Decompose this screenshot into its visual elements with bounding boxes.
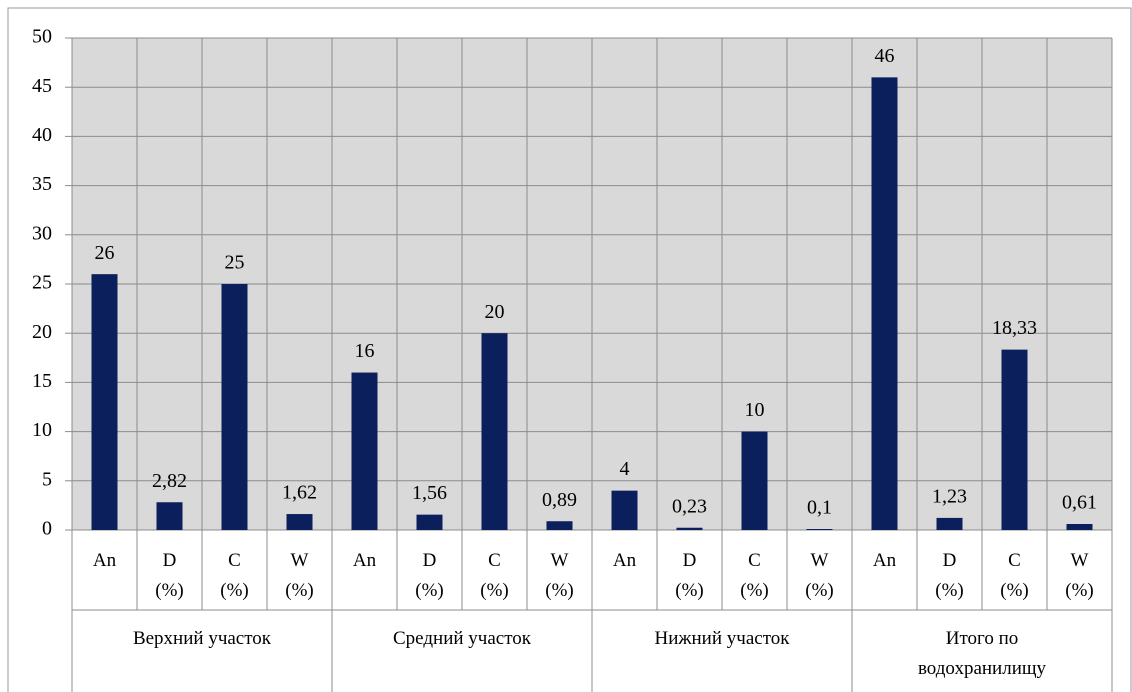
x-tick-label: An	[612, 550, 637, 571]
value-label: 26	[95, 242, 115, 264]
bar	[286, 514, 313, 530]
group-label: Итого по водохранилищу	[917, 628, 1047, 679]
frame	[7, 7, 1132, 692]
bar	[416, 514, 443, 530]
x-tick-label: D (%)	[415, 550, 444, 601]
x-tick-label: C (%)	[1000, 550, 1029, 601]
bar	[741, 431, 768, 530]
y-tick-label: 15	[32, 370, 52, 392]
y-tick-label: 40	[32, 124, 52, 146]
value-label: 20	[485, 301, 505, 323]
value-label: 2,82	[152, 470, 187, 492]
bar	[351, 372, 378, 530]
value-label: 1,62	[282, 482, 317, 504]
bar	[611, 490, 638, 530]
x-tick-label: An	[92, 550, 117, 571]
group-label: Нижний участок	[654, 628, 790, 649]
y-tick-label: 0	[42, 518, 52, 540]
x-tick-label: An	[352, 550, 377, 571]
x-tick-label: W (%)	[1065, 550, 1094, 601]
bar	[676, 527, 703, 530]
value-label: 1,23	[932, 485, 967, 507]
x-tick-label: D (%)	[935, 550, 964, 601]
bar	[871, 77, 898, 531]
y-tick-label: 50	[32, 26, 52, 48]
value-label: 0,61	[1062, 492, 1097, 514]
bar	[156, 502, 183, 530]
value-label: 0,23	[672, 495, 707, 517]
x-tick-label: W (%)	[545, 550, 574, 601]
value-label: 10	[745, 399, 765, 421]
y-tick-label: 10	[32, 419, 52, 441]
bar	[481, 333, 508, 530]
bar	[936, 517, 963, 530]
y-tick-label: 20	[32, 321, 52, 343]
bar	[91, 274, 118, 530]
y-tick-label: 25	[32, 272, 52, 294]
value-label: 0,89	[542, 489, 577, 511]
value-label: 18,33	[992, 317, 1037, 339]
x-tick-label: C (%)	[480, 550, 509, 601]
x-tick-label: D (%)	[155, 550, 184, 601]
x-tick-label: D (%)	[675, 550, 704, 601]
bar	[1001, 349, 1028, 530]
y-tick-label: 45	[32, 75, 52, 97]
value-label: 16	[355, 340, 375, 362]
y-tick-label: 30	[32, 222, 52, 244]
value-label: 46	[875, 45, 895, 67]
x-tick-label: C (%)	[740, 550, 769, 601]
value-label: 4	[620, 458, 630, 480]
x-tick-label: W (%)	[285, 550, 314, 601]
value-label: 0,1	[807, 497, 832, 519]
value-label: 25	[225, 252, 245, 274]
x-tick-label: W (%)	[805, 550, 834, 601]
value-label: 1,56	[412, 482, 447, 504]
bar	[546, 521, 573, 530]
group-label: Средний участок	[393, 628, 531, 649]
x-tick-label: An	[872, 550, 897, 571]
y-tick-label: 35	[32, 173, 52, 195]
bar	[806, 529, 833, 530]
y-tick-label: 5	[42, 468, 52, 490]
group-label: Верхний участок	[132, 628, 272, 649]
bar	[221, 284, 248, 530]
x-tick-label: C (%)	[220, 550, 249, 601]
bar	[1066, 523, 1093, 530]
